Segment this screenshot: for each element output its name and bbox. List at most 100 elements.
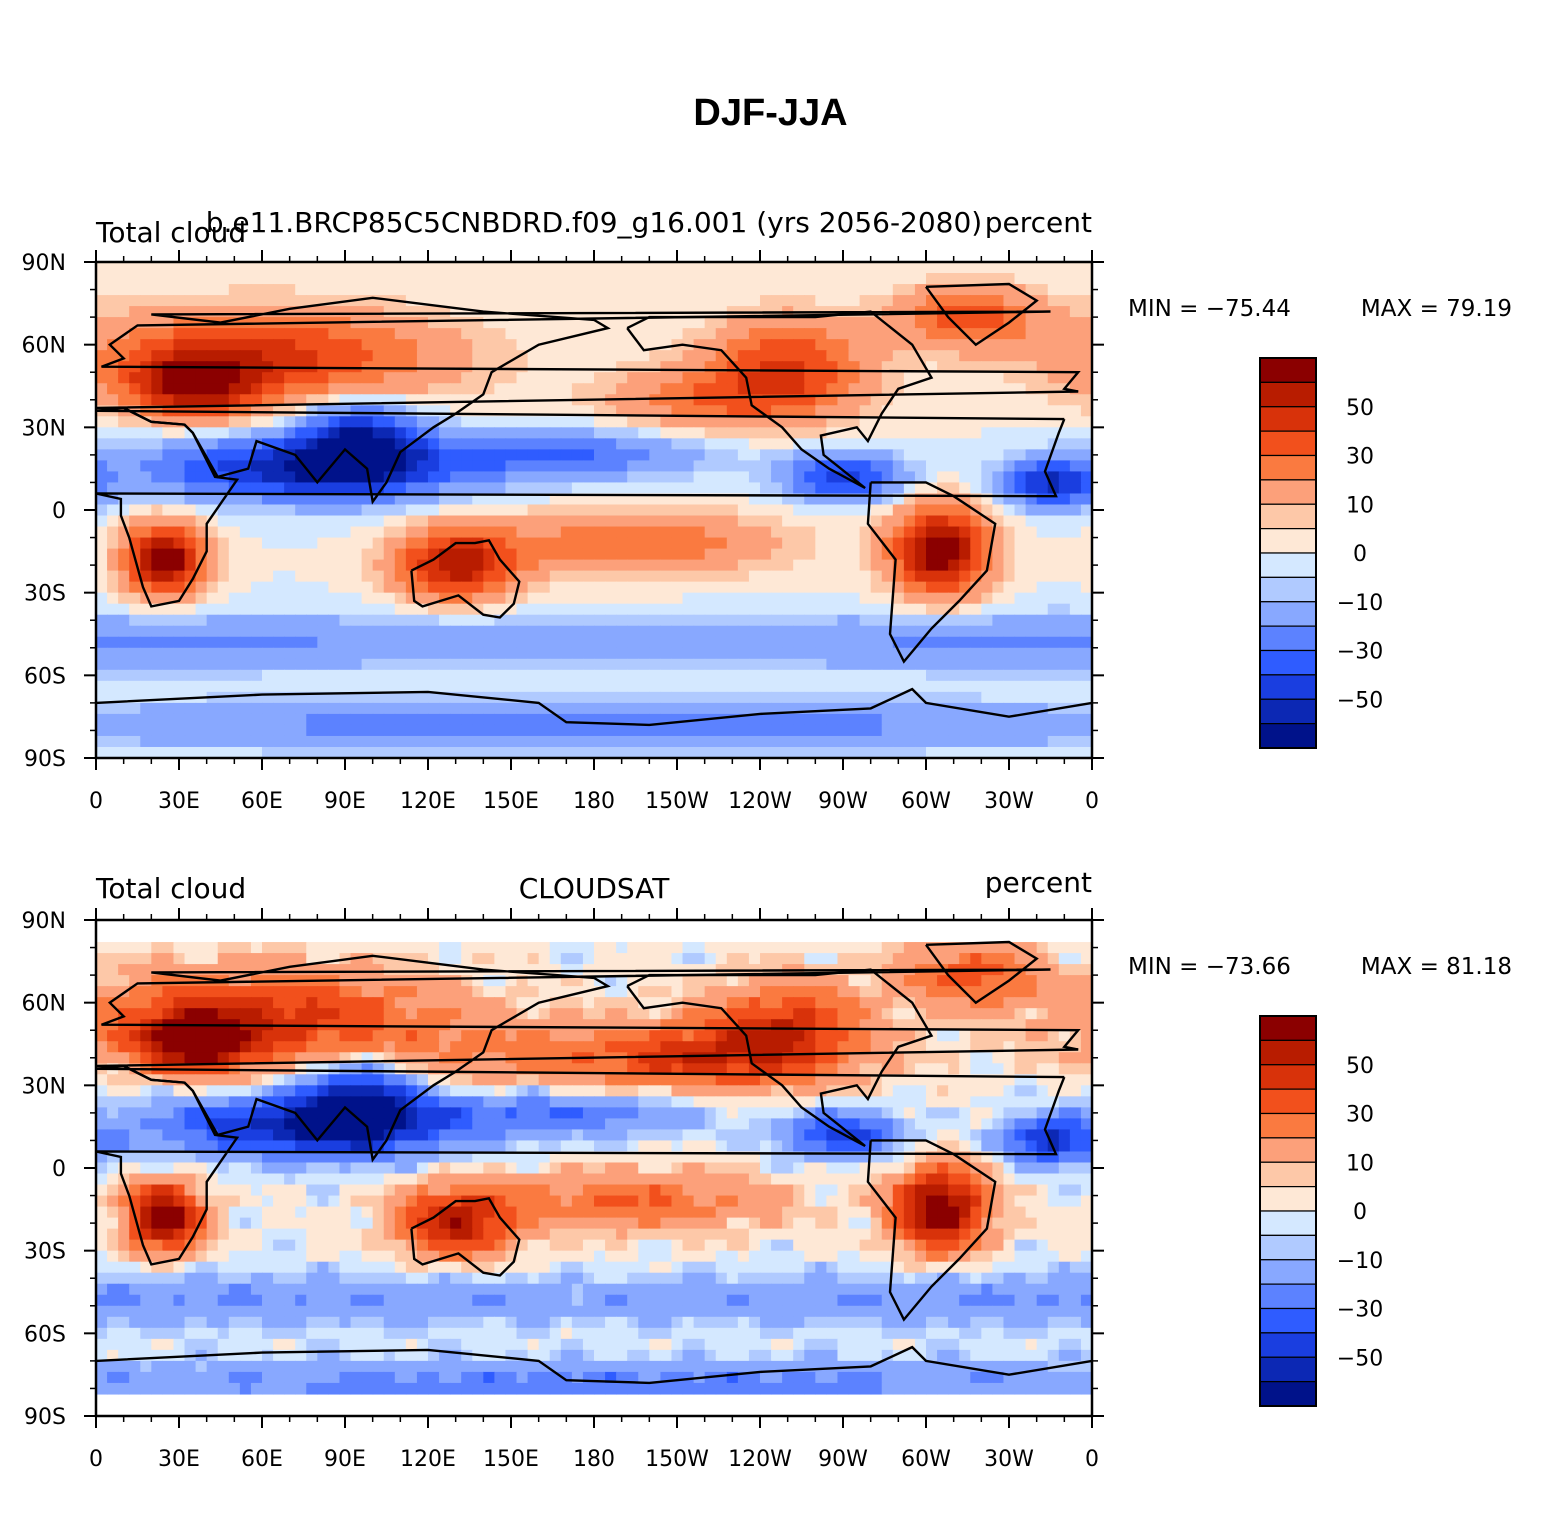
- colorbar-swatch: [1259, 625, 1317, 652]
- colorbar-swatch: [1259, 1283, 1317, 1310]
- lon-tick-label: 120W: [728, 789, 792, 814]
- colorbar-label: −50: [1337, 1346, 1383, 1371]
- colorbar-swatch: [1259, 1112, 1317, 1139]
- lon-tick-label: 180: [573, 1447, 615, 1472]
- lat-tick-label: 60S: [24, 1322, 66, 1347]
- coastline: [95, 406, 1066, 608]
- lat-tick-label: 0: [52, 1157, 66, 1182]
- colorbar-swatch: [1259, 1332, 1317, 1358]
- lon-tick-label: 180: [573, 789, 615, 814]
- colorbar-swatch: [1259, 1307, 1317, 1334]
- coastline: [866, 1139, 997, 1322]
- colorbar-label: −50: [1337, 688, 1383, 713]
- colorbar-swatch: [1259, 1356, 1317, 1383]
- lon-tick-label: 120W: [728, 1447, 792, 1472]
- lon-tick-label: 120E: [400, 1447, 456, 1472]
- colorbar-swatch: [1259, 1039, 1317, 1066]
- lon-tick-label: 90E: [324, 1447, 366, 1472]
- center-label: b.e11.BRCP85C5CNBDRD.f09_g16.001 (yrs 20…: [206, 206, 982, 239]
- lon-tick-label: 120E: [400, 789, 456, 814]
- axis-ticks: 90N 60N 30N 0 30S 60S 90S 0 30E 60E 90E 120E 150E 180…: [22, 908, 1104, 1472]
- lon-tick-label: 30W: [984, 789, 1034, 814]
- right-label: percent: [985, 206, 1092, 239]
- colorbar-swatch: [1259, 1015, 1317, 1041]
- colorbar-label: 50: [1346, 1054, 1374, 1079]
- cloud-difference-field: [96, 262, 1093, 759]
- lon-tick-label: 30E: [158, 789, 200, 814]
- lat-tick-label: 30N: [22, 1074, 66, 1099]
- colorbar-swatch: [1259, 430, 1317, 457]
- lat-tick-label: 0: [52, 499, 66, 524]
- colorbar-swatch: [1259, 1234, 1317, 1261]
- colorbar-swatch: [1259, 503, 1317, 530]
- colorbar-swatch: [1259, 723, 1317, 749]
- coastline: [925, 940, 1039, 1005]
- max-label: MAX = 81.18: [1361, 954, 1512, 980]
- lat-tick-label: 30N: [22, 416, 66, 441]
- colorbar-label: −10: [1337, 1249, 1383, 1274]
- lon-tick-label: 150E: [483, 789, 539, 814]
- right-label: percent: [985, 866, 1092, 899]
- left-label: Total cloud: [95, 872, 246, 905]
- cloud-difference-field: [96, 920, 1093, 1416]
- colorbar-label: 10: [1346, 493, 1374, 518]
- colorbar-swatch: [1259, 528, 1317, 554]
- colorbar-swatch: [1259, 406, 1317, 432]
- coastline: [95, 687, 1093, 727]
- coastline: [866, 481, 997, 664]
- colorbar-swatch: [1259, 1064, 1317, 1090]
- colorbar: 50 30 10 0 −10 −30 −50: [1259, 357, 1383, 749]
- colorbar-label: 0: [1353, 542, 1367, 567]
- colorbar-label: 10: [1346, 1151, 1374, 1176]
- map-panel-cloudsat: 90N 60N 30N 0 30S 60S 90S 0 30E 60E 90E 120E 150E 180…: [0, 856, 1541, 1516]
- colorbar-swatch: [1259, 1088, 1317, 1115]
- left-label: Total cloud: [95, 216, 246, 249]
- map-svg: 90N 60N 30N 0 30S 60S 90S 0 30E 60E 90E 120E 150E 180…: [22, 866, 1512, 1472]
- coastlines: [95, 940, 1093, 1385]
- lat-tick-label: 90N: [22, 909, 66, 934]
- max-label: MAX = 79.19: [1361, 296, 1512, 322]
- lon-tick-label: 0: [89, 1447, 103, 1472]
- lon-tick-label: 0: [1085, 1447, 1099, 1472]
- colorbar-label: −30: [1337, 1298, 1383, 1323]
- colorbar-swatch: [1259, 1210, 1317, 1236]
- lon-tick-label: 30W: [984, 1447, 1034, 1472]
- colorbar-label: 50: [1346, 396, 1374, 421]
- lon-tick-label: 0: [89, 789, 103, 814]
- lat-tick-label: 60N: [22, 992, 66, 1017]
- min-label: MIN = −73.66: [1128, 954, 1291, 980]
- colorbar-swatch: [1259, 674, 1317, 700]
- coastline: [95, 954, 1081, 1163]
- lon-tick-label: 90W: [818, 789, 868, 814]
- colorbar-label: 0: [1353, 1200, 1367, 1225]
- colorbar-label: −30: [1337, 640, 1383, 665]
- colorbar-swatch: [1259, 1161, 1317, 1188]
- lat-tick-label: 60S: [24, 664, 66, 689]
- colorbar-label: 30: [1346, 1103, 1374, 1128]
- coastlines: [95, 282, 1093, 727]
- lon-tick-label: 60E: [241, 789, 283, 814]
- colorbar-swatch: [1259, 601, 1317, 627]
- map-panel-model: 90N 60N 30N 0 30S 60S 90S 0 30E 60E 90E 120E 150E 180…: [0, 198, 1541, 858]
- lon-tick-label: 60W: [901, 789, 951, 814]
- colorbar-swatch: [1259, 1186, 1317, 1212]
- axis-ticks: 90N 60N 30N 0 30S 60S 90S 0 30E 60E 90E 120E 150E 180…: [22, 250, 1104, 814]
- coastline: [925, 282, 1039, 347]
- colorbar-swatch: [1259, 698, 1317, 725]
- lon-tick-label: 150E: [483, 1447, 539, 1472]
- lat-tick-label: 30S: [24, 582, 66, 607]
- colorbar-swatch: [1259, 1381, 1317, 1407]
- coastline: [626, 310, 934, 490]
- lon-tick-label: 150W: [645, 789, 709, 814]
- coastline: [95, 1345, 1093, 1385]
- chart-title: DJF-JJA: [693, 92, 848, 134]
- center-label: CLOUDSAT: [519, 872, 671, 905]
- colorbar-label: 30: [1346, 445, 1374, 470]
- lat-tick-label: 90S: [24, 747, 66, 772]
- lon-tick-label: 30E: [158, 1447, 200, 1472]
- lat-tick-label: 30S: [24, 1240, 66, 1265]
- colorbar-swatch: [1259, 1137, 1317, 1163]
- coastline: [95, 1064, 1066, 1266]
- colorbar-swatch: [1259, 357, 1317, 383]
- colorbar: 50 30 10 0 −10 −30 −50: [1259, 1015, 1383, 1407]
